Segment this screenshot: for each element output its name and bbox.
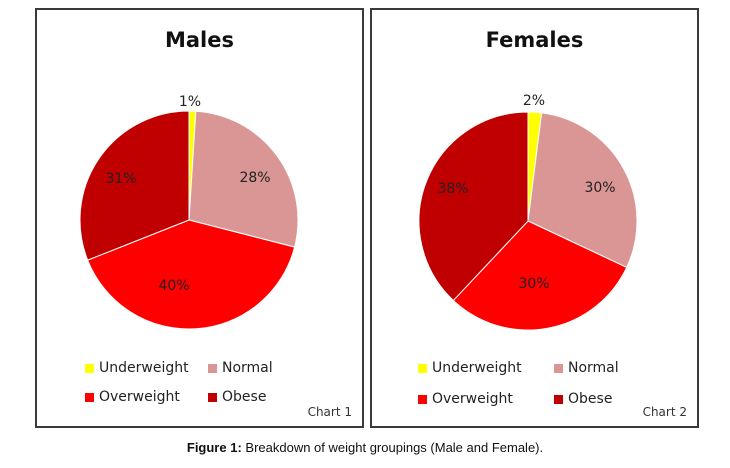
chart-title: Males	[164, 28, 234, 52]
legend-item-underweight: Underweight	[418, 360, 522, 376]
females-chart-panel: Females 2% 30% 30% 38% Underweight Normal O…	[370, 8, 699, 428]
legend-label: Normal	[222, 360, 273, 376]
chart-title: Females	[485, 28, 584, 52]
data-label-normal: 28%	[239, 170, 270, 186]
pie-slice-obese	[418, 111, 529, 302]
caption-label: Figure 1:	[186, 440, 242, 455]
data-label-overweight: 40%	[158, 278, 189, 294]
chart-number-label: Chart 2	[642, 405, 687, 419]
legend-label: Underweight	[99, 360, 189, 376]
legend-swatch-normal	[208, 363, 217, 373]
legend-label: Obese	[568, 391, 613, 407]
legend-item-underweight: Underweight	[85, 360, 189, 376]
males-chart-panel: Males 1% 28% 40% 31% Underweight Normal Ove…	[35, 8, 364, 428]
legend-swatch-obese	[554, 394, 563, 404]
data-label-normal: 30%	[584, 180, 615, 196]
caption-text: Breakdown of weight groupings (Male and …	[245, 440, 544, 455]
legend-item-overweight: Overweight	[418, 391, 513, 407]
legend-swatch-underweight	[85, 363, 94, 373]
data-label-underweight: 2%	[523, 93, 545, 109]
legend-label: Normal	[568, 360, 619, 376]
legend-label: Overweight	[99, 389, 180, 405]
females-pie-chart: 2% 30% 30% 38%	[418, 93, 638, 331]
legend-item-normal: Normal	[208, 360, 273, 376]
legend-label: Overweight	[432, 391, 513, 407]
data-label-overweight: 30%	[518, 276, 549, 292]
legend-item-obese: Obese	[208, 389, 266, 405]
pie-slice-obese	[79, 110, 190, 261]
chart-number-label: Chart 1	[307, 405, 352, 419]
legend-label: Underweight	[432, 360, 522, 376]
legend-swatch-overweight	[85, 392, 94, 402]
pie-slice-normal	[188, 110, 299, 248]
legend-item-obese: Obese	[554, 391, 612, 407]
legend-swatch-obese	[208, 392, 217, 402]
data-label-underweight: 1%	[179, 94, 201, 110]
males-pie-chart: 1% 28% 40% 31%	[79, 94, 299, 330]
data-label-obese: 31%	[105, 171, 136, 187]
legend-swatch-normal	[554, 363, 563, 373]
pie-slice-overweight	[452, 220, 628, 331]
legend-swatch-overweight	[418, 394, 427, 404]
pie-slice-normal	[527, 112, 638, 269]
legend-item-overweight: Overweight	[85, 389, 180, 405]
data-label-obese: 38%	[437, 181, 468, 197]
figure-caption: Figure 1: Breakdown of weight groupings …	[0, 440, 730, 455]
pie-slice-overweight	[87, 219, 296, 330]
legend-label: Obese	[222, 389, 267, 405]
legend-item-normal: Normal	[554, 360, 619, 376]
legend-swatch-underweight	[418, 363, 427, 373]
